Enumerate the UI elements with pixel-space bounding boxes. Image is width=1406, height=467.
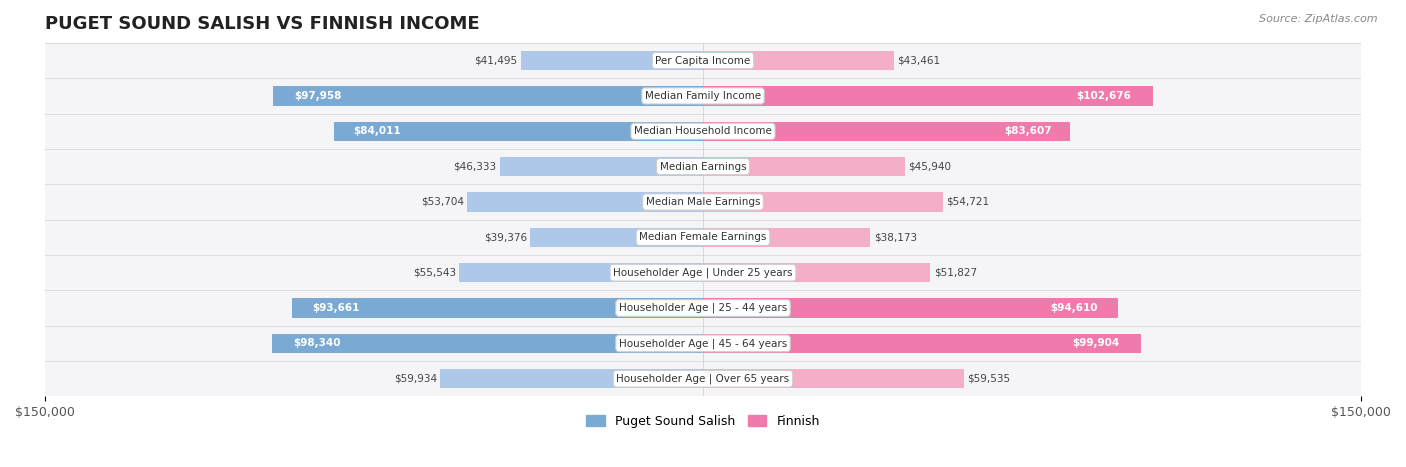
Text: $43,461: $43,461 [897,56,941,65]
Bar [460,263,703,283]
Text: $38,173: $38,173 [873,232,917,242]
Bar [440,369,703,389]
Bar [703,263,931,283]
Text: $55,543: $55,543 [413,268,456,278]
Bar [467,192,703,212]
Bar [703,86,1153,106]
Legend: Puget Sound Salish, Finnish: Puget Sound Salish, Finnish [581,410,825,432]
Text: Source: ZipAtlas.com: Source: ZipAtlas.com [1260,14,1378,24]
Text: $99,904: $99,904 [1073,339,1119,348]
Bar [499,157,703,177]
Bar [45,325,1361,361]
Bar [703,369,965,389]
Text: $93,661: $93,661 [312,303,360,313]
Text: Median Household Income: Median Household Income [634,126,772,136]
Text: Median Male Earnings: Median Male Earnings [645,197,761,207]
Bar [45,255,1361,290]
Bar [292,298,703,318]
Text: Median Female Earnings: Median Female Earnings [640,232,766,242]
Bar [45,43,1361,78]
Text: $59,934: $59,934 [394,374,437,384]
Bar [273,86,703,106]
Bar [703,51,894,71]
Bar [45,290,1361,325]
Bar [45,113,1361,149]
Text: $51,827: $51,827 [934,268,977,278]
Bar [703,121,1070,141]
Bar [703,333,1142,353]
Bar [271,333,703,353]
Text: $53,704: $53,704 [422,197,464,207]
Text: Householder Age | 45 - 64 years: Householder Age | 45 - 64 years [619,338,787,349]
Bar [703,227,870,247]
Text: $45,940: $45,940 [908,162,950,172]
Bar [703,157,904,177]
Bar [335,121,703,141]
Text: $84,011: $84,011 [353,126,401,136]
Text: PUGET SOUND SALISH VS FINNISH INCOME: PUGET SOUND SALISH VS FINNISH INCOME [45,15,479,33]
Text: $59,535: $59,535 [967,374,1011,384]
Text: $41,495: $41,495 [475,56,517,65]
Bar [45,219,1361,255]
Bar [703,192,943,212]
Bar [45,78,1361,113]
Text: $94,610: $94,610 [1050,303,1097,313]
Bar [45,361,1361,396]
Text: Householder Age | Over 65 years: Householder Age | Over 65 years [616,374,790,384]
Bar [522,51,703,71]
Text: Per Capita Income: Per Capita Income [655,56,751,65]
Text: Median Family Income: Median Family Income [645,91,761,101]
Text: $46,333: $46,333 [453,162,496,172]
Bar [45,184,1361,219]
Text: $83,607: $83,607 [1004,126,1052,136]
Text: Median Earnings: Median Earnings [659,162,747,172]
Text: $98,340: $98,340 [292,339,340,348]
Text: $97,958: $97,958 [295,91,342,101]
Text: $102,676: $102,676 [1076,91,1130,101]
Bar [530,227,703,247]
Bar [45,149,1361,184]
Text: Householder Age | Under 25 years: Householder Age | Under 25 years [613,268,793,278]
Text: Householder Age | 25 - 44 years: Householder Age | 25 - 44 years [619,303,787,313]
Bar [703,298,1118,318]
Text: $54,721: $54,721 [946,197,990,207]
Text: $39,376: $39,376 [484,232,527,242]
